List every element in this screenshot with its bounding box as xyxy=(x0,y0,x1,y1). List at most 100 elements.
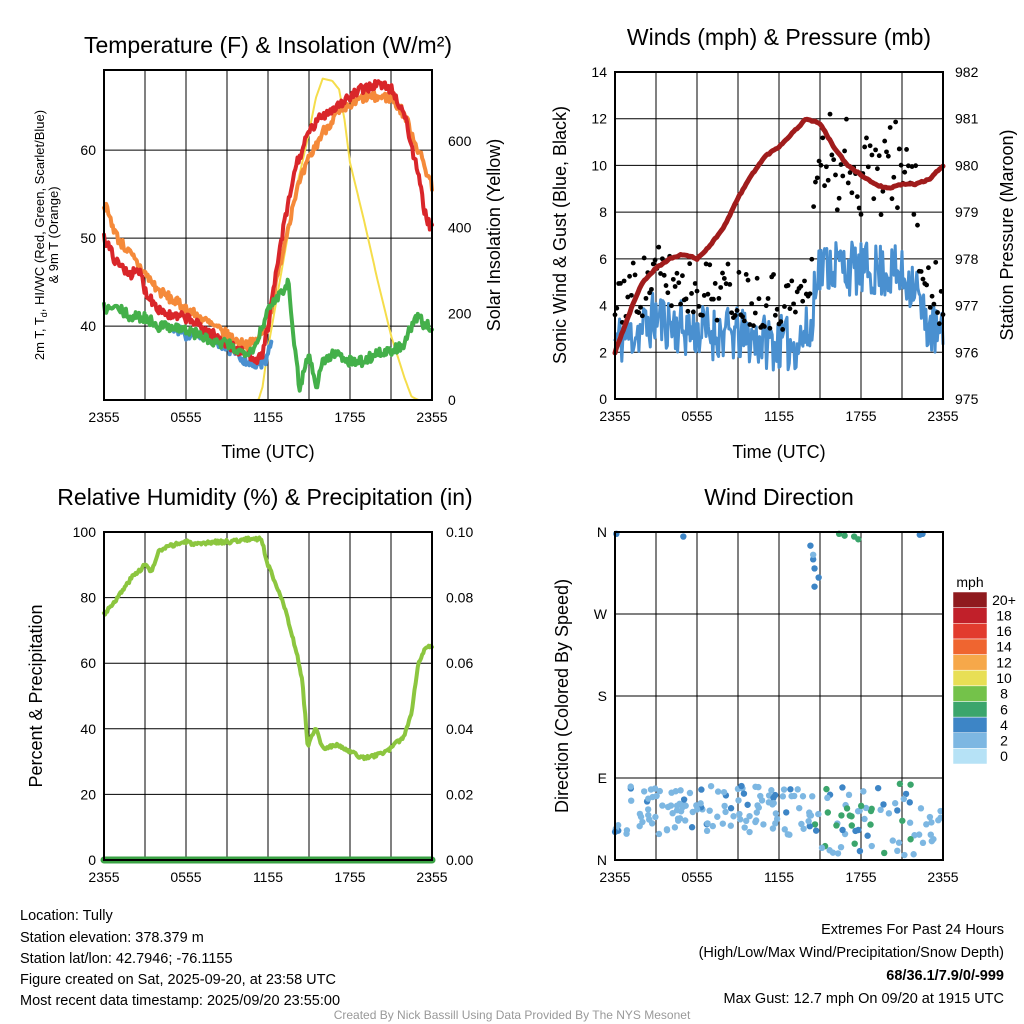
direction-point xyxy=(675,817,682,824)
gust-point xyxy=(842,148,847,154)
direction-point xyxy=(856,807,863,814)
direction-point xyxy=(769,825,777,832)
gust-point xyxy=(889,196,895,202)
direction-point xyxy=(928,819,935,826)
relative-humidity-line xyxy=(102,535,434,762)
gust-point xyxy=(825,177,831,183)
direction-point xyxy=(781,826,788,833)
direction-point xyxy=(799,793,807,800)
direction-point xyxy=(681,817,689,824)
extremes-title: Extremes For Past 24 Hours xyxy=(821,922,1004,938)
gust-point xyxy=(754,275,760,281)
direction-point xyxy=(652,813,659,821)
pressure-ylabel: Station Pressure (Maroon) xyxy=(997,129,1017,340)
direction-point xyxy=(709,822,716,830)
direction-point xyxy=(861,815,868,823)
gust-point xyxy=(876,153,882,159)
direction-point xyxy=(719,820,727,827)
y2-tick-label: 600 xyxy=(448,133,472,149)
gust-point xyxy=(690,309,696,315)
gust-point xyxy=(689,291,694,296)
direction-point xyxy=(867,821,874,828)
gust-point xyxy=(800,298,806,304)
direction-point xyxy=(838,812,845,819)
direction-point xyxy=(746,812,753,820)
y2-tick-label: 979 xyxy=(955,204,979,220)
direction-point xyxy=(894,847,901,855)
gust-point xyxy=(871,196,877,202)
direction-point xyxy=(901,851,908,859)
direction-point xyxy=(752,783,759,790)
y-tick-label: 50 xyxy=(80,230,96,246)
direction-point xyxy=(659,802,666,809)
gust-point xyxy=(638,304,643,310)
winds-title: Winds (mph) & Pressure (mb) xyxy=(627,24,931,50)
colorbar-swatch xyxy=(952,685,988,702)
gust-point xyxy=(762,324,767,329)
gust-point xyxy=(650,261,656,267)
direction-point xyxy=(874,784,882,792)
gust-point xyxy=(823,164,829,170)
colorbar-label: 4 xyxy=(1000,717,1008,733)
gust-point xyxy=(926,265,931,271)
gust-point xyxy=(802,278,807,284)
direction-point xyxy=(704,820,711,827)
gust-point xyxy=(625,294,631,300)
gust-point xyxy=(716,296,722,301)
y-tick-label: S xyxy=(598,688,607,704)
footer-elevation: Station elevation: 378.379 m xyxy=(20,930,204,946)
x-tick-label: 0555 xyxy=(170,869,201,885)
colorbar-label: 14 xyxy=(996,639,1012,655)
gust-point xyxy=(787,306,793,312)
direction-point xyxy=(811,821,819,828)
y-tick-label: 8 xyxy=(599,204,607,220)
y-tick-label: 100 xyxy=(73,524,97,540)
gust-point xyxy=(873,147,878,153)
gust-point xyxy=(727,281,733,287)
gust-point xyxy=(867,143,873,149)
direction-point xyxy=(765,799,773,806)
direction-point xyxy=(805,817,812,825)
direction-point xyxy=(753,809,760,816)
direction-point xyxy=(823,785,830,793)
direction-point xyxy=(839,784,846,791)
direction-point xyxy=(680,533,687,540)
direction-point xyxy=(707,782,715,790)
direction-point xyxy=(772,810,780,817)
direction-point xyxy=(811,583,818,590)
direction-point xyxy=(738,782,745,790)
direction-point xyxy=(907,781,914,788)
gust-point xyxy=(774,306,780,312)
solar-ylabel: Solar Insolation (Yellow) xyxy=(484,139,504,331)
direction-point xyxy=(688,824,696,831)
gust-point xyxy=(674,270,680,276)
gust-point xyxy=(751,323,756,329)
gust-point xyxy=(896,146,902,152)
gust-point xyxy=(905,163,911,169)
direction-point xyxy=(655,830,663,838)
x-tick-label: 1755 xyxy=(845,408,876,424)
direction-point xyxy=(798,820,805,828)
direction-point xyxy=(758,797,766,804)
gust-point xyxy=(818,162,824,168)
direction-point xyxy=(845,791,853,799)
gust-point xyxy=(924,282,929,288)
gust-point xyxy=(752,310,758,316)
gust-point xyxy=(687,261,693,267)
plot-frame xyxy=(103,531,433,861)
gust-point xyxy=(771,272,776,277)
gust-point xyxy=(721,276,727,281)
gust-point xyxy=(740,314,745,320)
direction-point xyxy=(812,827,820,834)
gust-point xyxy=(718,285,724,290)
footer: Location: Tully Station elevation: 378.3… xyxy=(20,908,1004,1022)
gust-point xyxy=(723,281,729,287)
direction-point xyxy=(639,818,646,826)
gust-point xyxy=(630,260,636,266)
winds-ylabel: Sonic Wind & Gust (Blue, Black) xyxy=(550,106,570,364)
gust-point xyxy=(885,153,891,159)
y-tick-label: 14 xyxy=(591,64,607,80)
gust-point xyxy=(785,283,791,288)
direction-point xyxy=(864,832,871,839)
gust-point xyxy=(701,293,707,298)
